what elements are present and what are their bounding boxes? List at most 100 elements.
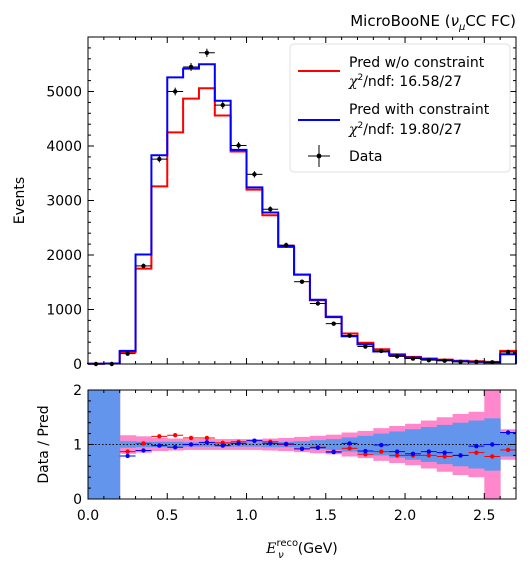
ratio-point-constrained — [246, 438, 263, 443]
ratio-point-constrained — [198, 440, 215, 445]
ratio-point-unconstrained — [484, 454, 501, 459]
ratio-point-constrained-marker — [442, 450, 447, 455]
ratio-point-unconstrained-marker — [347, 446, 352, 451]
ratio-point-constrained-marker — [299, 446, 305, 452]
y-tick-label: 3000 — [46, 194, 82, 210]
ratio-point-constrained-marker — [157, 443, 162, 448]
ratio-point-unconstrained — [135, 441, 152, 446]
band-constrained — [405, 429, 422, 460]
ratio-point-unconstrained — [341, 446, 358, 451]
x-tick-label: 0.0 — [77, 508, 99, 524]
ratio-point-constrained-marker — [252, 438, 257, 443]
band-constrained — [246, 442, 263, 447]
ratio-y-tick-label: 2 — [73, 383, 82, 399]
data-point — [135, 263, 152, 269]
data-point — [183, 62, 199, 72]
legend-swatch-data — [308, 145, 330, 167]
data-point — [309, 301, 326, 306]
ratio-point-constrained-marker — [315, 445, 321, 450]
data-point-marker — [188, 64, 194, 70]
ratio-point-constrained-marker — [426, 449, 432, 454]
data-point — [325, 321, 342, 326]
ratio-point-constrained — [341, 441, 358, 446]
ratio-point-constrained-marker — [125, 453, 130, 459]
ratio-point-constrained-marker — [490, 442, 495, 447]
ratio-point-constrained-marker — [283, 441, 289, 447]
legend-data-marker — [316, 153, 322, 159]
ratio-point-unconstrained-marker — [490, 454, 495, 459]
ratio-point-unconstrained — [357, 452, 374, 457]
ratio-point-constrained-marker — [220, 443, 225, 448]
ratio-point-constrained-marker — [331, 449, 336, 455]
data-point-marker — [299, 279, 305, 284]
ratio-point-unconstrained-marker — [379, 449, 384, 454]
ratio-point-unconstrained-marker — [474, 450, 479, 455]
x-tick-label: 1.0 — [235, 508, 257, 524]
ratio-point-constrained-marker — [458, 453, 463, 458]
ratio-point-constrained-marker — [268, 441, 273, 446]
data-point — [357, 344, 374, 349]
ratio-point-unconstrained-marker — [125, 449, 130, 454]
ratio-point-unconstrained — [198, 435, 215, 441]
ratio-point-constrained-marker — [474, 443, 479, 449]
ratio-point-unconstrained-marker — [442, 454, 447, 459]
data-point — [214, 101, 231, 109]
ratio-point-unconstrained-marker — [363, 452, 368, 457]
ratio-point-constrained — [452, 453, 469, 458]
data-point-marker — [236, 143, 241, 148]
ratio-point-constrained — [119, 453, 136, 459]
x-tick-label: 2.0 — [394, 508, 416, 524]
ratio-point-constrained — [420, 449, 437, 454]
ratio-point-constrained — [373, 442, 390, 448]
ratio-point-unconstrained — [373, 449, 390, 454]
data-point — [373, 348, 390, 354]
ratio-point-constrained — [436, 450, 453, 455]
data-point — [119, 351, 136, 356]
data-point — [420, 357, 437, 363]
legend-label-data: Data — [349, 149, 382, 165]
ratio-point-constrained — [468, 443, 485, 449]
ratio-point-constrained — [214, 443, 231, 448]
ratio-point-unconstrained — [119, 449, 136, 454]
ratio-point-constrained — [167, 445, 184, 450]
ratio-point-constrained — [405, 451, 421, 456]
ratio-point-unconstrained-marker — [204, 435, 210, 441]
data-point-marker — [426, 357, 432, 363]
x-tick-label: 0.5 — [156, 508, 178, 524]
ratio-point-constrained-marker — [410, 451, 416, 456]
legend-box — [289, 43, 511, 173]
ratio-point-constrained-marker — [379, 442, 384, 448]
ratio-point-constrained — [325, 449, 342, 455]
ratio-point-unconstrained-marker — [141, 441, 146, 446]
data-point — [246, 171, 263, 178]
ratio-panel: 0 1 2 0.0 0.5 1.0 1.5 2.0 2.5 — [73, 383, 517, 524]
band-constrained — [309, 440, 327, 449]
data-point — [230, 142, 247, 149]
data-point — [405, 356, 421, 361]
data-point — [341, 333, 358, 338]
ratio-point-constrained — [309, 445, 326, 450]
ratio-point-constrained-marker — [505, 430, 511, 435]
ratio-point-unconstrained-marker — [426, 453, 432, 458]
data-point — [262, 206, 279, 213]
data-point — [278, 242, 295, 248]
ratio-point-constrained-marker — [204, 440, 210, 445]
ratio-point-constrained-marker — [347, 441, 352, 446]
data-point-marker — [252, 172, 257, 177]
ratio-point-unconstrained — [167, 433, 184, 438]
legend: Pred w/o constraint χ2/ndf: 16.58/27 Pred … — [289, 43, 511, 173]
band-constrained — [167, 441, 184, 448]
legend-chi2-pred-with-constraint: χ2/ndf: 19.80/27 — [348, 121, 462, 138]
ratio-point-constrained — [151, 443, 168, 448]
ratio-point-constrained-marker — [188, 442, 194, 447]
x-tick-label: 2.5 — [473, 508, 495, 524]
data-point-marker — [379, 348, 384, 354]
ratio-point-unconstrained — [500, 447, 516, 453]
data-point-marker — [442, 358, 447, 363]
ratio-point-unconstrained — [389, 453, 406, 458]
data-point-marker — [141, 263, 146, 269]
ratio-point-constrained-marker — [363, 448, 368, 454]
ratio-point-constrained — [183, 442, 199, 447]
ratio-y-tick-label: 1 — [73, 438, 82, 454]
